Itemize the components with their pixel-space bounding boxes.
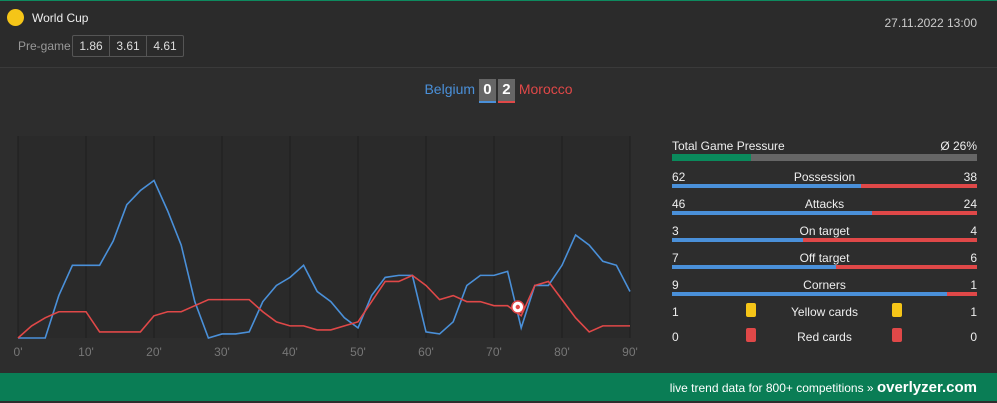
stat-bar-home [672,292,947,296]
pressure-track [672,154,977,161]
stat-home: 7 [672,251,679,265]
stat-name: On target [799,224,850,238]
competition-icon [7,9,24,26]
stat-bar-away [802,238,977,242]
card-icon [892,328,902,342]
competition: World Cup [32,11,89,25]
stat-away: 24 [963,197,977,211]
header: World Cup Pre-game 1.86 3.61 4.61 27.11.20… [0,1,997,68]
card-icon [746,303,756,317]
card-away: 0 [970,330,977,344]
stat-bar-home [672,211,873,215]
brand: overlyzer.com [876,379,977,396]
stat-home: 9 [672,278,679,292]
stat-bar-home [672,238,803,242]
goal-ball-patch [515,304,520,310]
odd: 3.61 [110,36,147,56]
x-tick-label: 90' [622,345,638,359]
card-icon [892,303,902,317]
stat-bar-away [872,211,977,215]
home-team: Belgium [424,81,476,97]
stat-away: 1 [970,278,977,292]
x-tick-label: 40' [282,345,298,359]
footer-text: live trend data for 800+ competitions » [669,381,874,395]
datetime: 27.11.2022 13:00 [884,16,977,30]
pressure-value: Ø 26% [940,139,977,153]
stat-name: Attacks [804,197,845,211]
pressure-bar [672,154,752,161]
stat-name: Off target [799,251,850,265]
home-goals: 0 [478,79,496,103]
pressure-label: Total Game Pressure [672,139,785,153]
away-goals: 2 [497,79,515,103]
odd: 4.61 [153,39,177,53]
card-away: 1 [970,305,977,319]
odd: 1.86 [73,36,110,56]
stat-bar-home [672,265,837,269]
x-tick-label: 80' [554,345,570,359]
series-line [18,179,631,339]
series-line [17,274,630,339]
odds: 1.86 3.61 4.61 [72,35,184,57]
away-team: Morocco [518,81,573,97]
stat-away: 6 [970,251,977,265]
card-home: 1 [672,305,679,319]
x-tick-label: 50' [350,345,366,359]
stat-bar-away [836,265,977,269]
stat-bar-away [861,184,977,188]
plot-area [18,136,630,338]
stat-home: 3 [672,224,679,238]
stat-home: 46 [672,197,686,211]
footer: live trend data for 800+ competitions » … [0,373,997,401]
pressure-chart: 0' 10' 20' 30' 40' 50' 60' 70' 80' 90' [14,136,638,359]
x-tick-label: 0' [14,345,23,359]
card-name: Red cards [797,330,852,344]
stat-away: 38 [963,170,977,184]
card-name: Yellow cards [791,305,858,319]
stat-home: 62 [672,170,686,184]
x-tick-label: 70' [486,345,502,359]
x-tick-label: 20' [146,345,162,359]
card-icon [746,328,756,342]
x-tick-label: 10' [78,345,94,359]
card-home: 0 [672,330,679,344]
stat-name: Corners [803,278,846,292]
stat-bar-home [672,184,862,188]
stat-bar-away [946,292,977,296]
x-tick-label: 60' [418,345,434,359]
goal-marker [511,300,525,314]
pregame-label: Pre-game [18,39,71,53]
stat-away: 4 [970,224,977,238]
x-tick-label: 30' [214,345,230,359]
stat-name: Possession [793,170,856,184]
